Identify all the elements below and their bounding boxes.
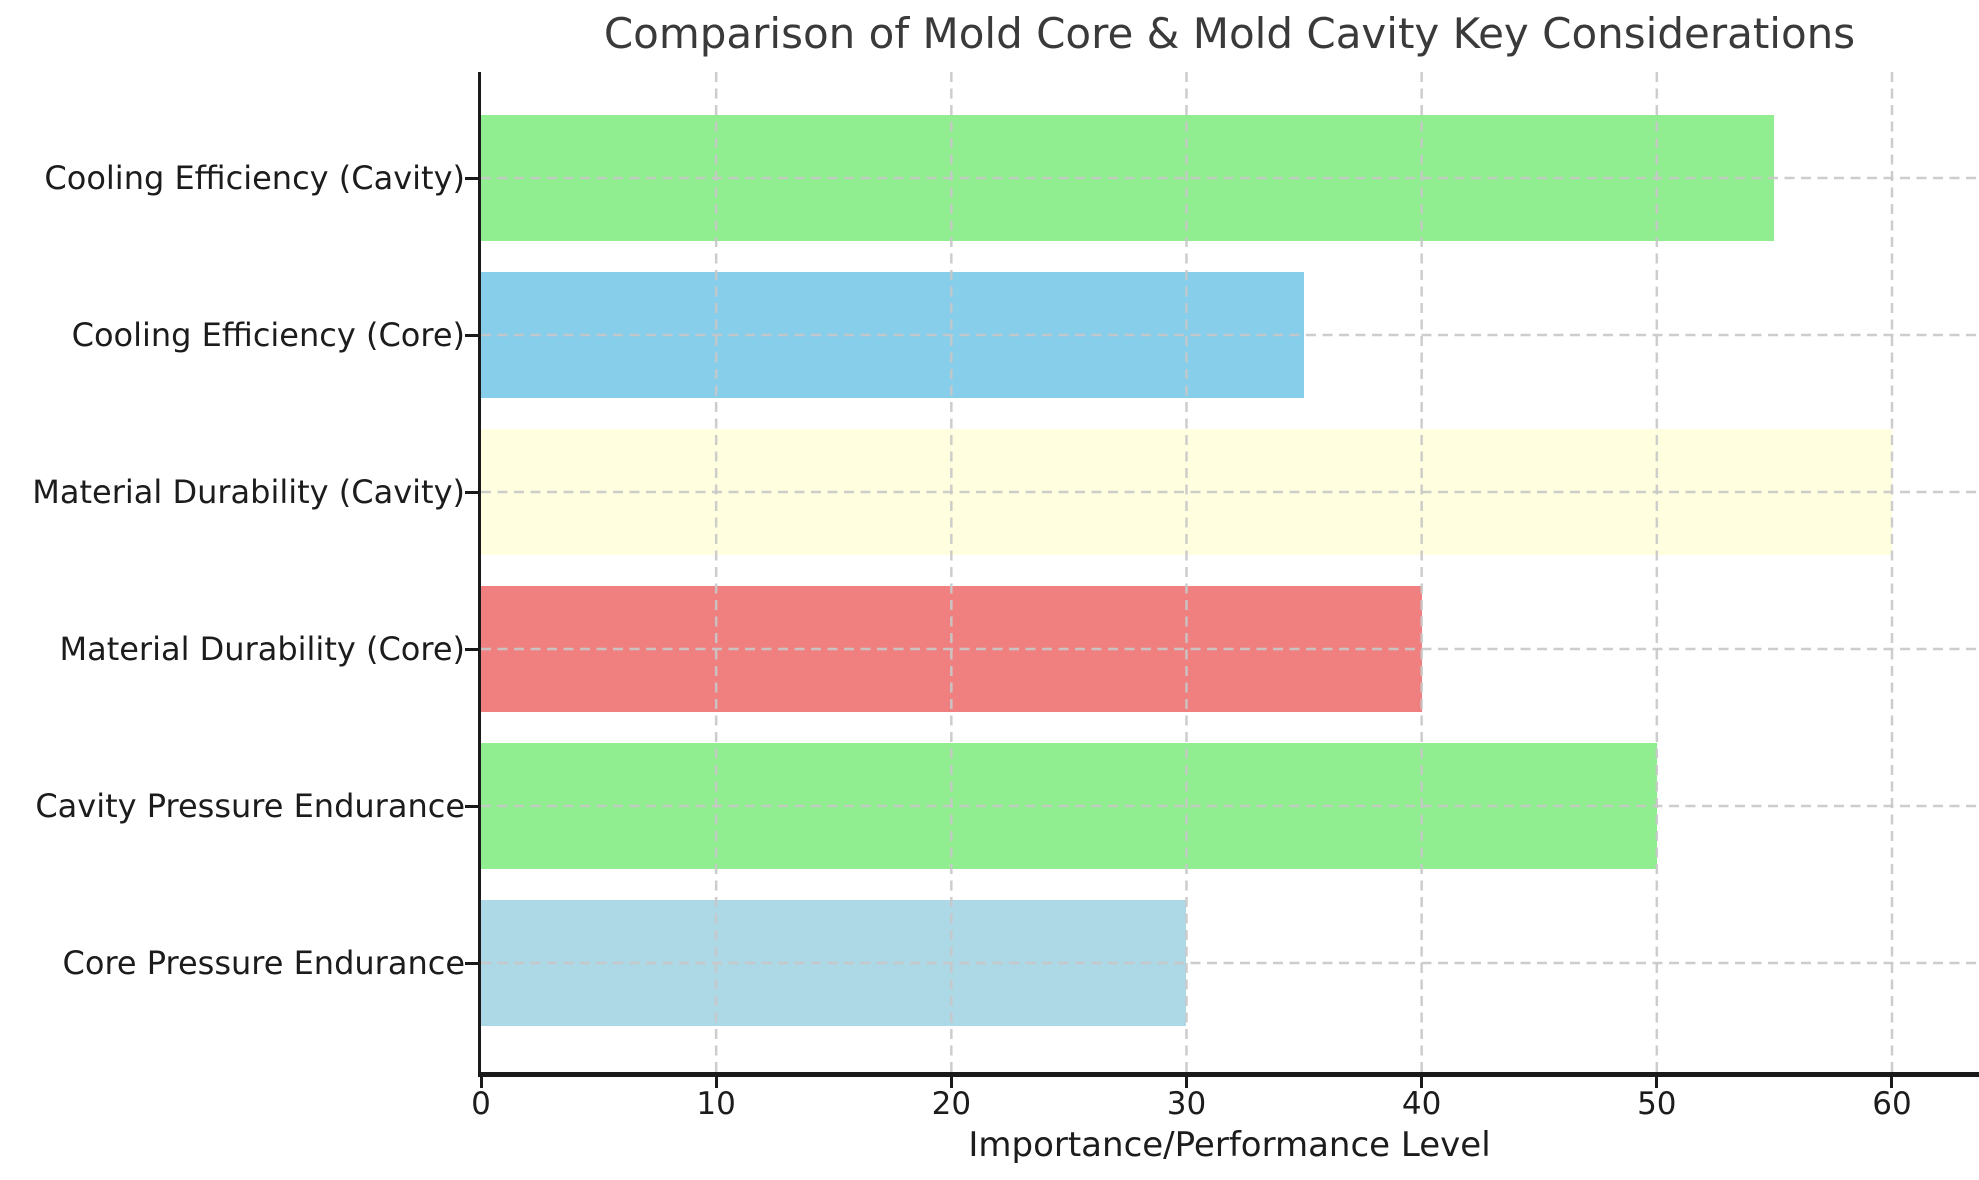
chart-title: Comparison of Mold Core & Mold Cavity Ke…	[603, 9, 1856, 58]
x-tick-label-40: 40	[1401, 1086, 1442, 1122]
y-category-label-2: Cooling Efficiency (Core)	[71, 316, 465, 354]
y-category-label-6: Core Pressure Endurance	[62, 944, 465, 982]
y-category-label-4: Material Durability (Core)	[59, 630, 465, 668]
y-tick-4	[465, 647, 478, 651]
y-tick-5	[465, 804, 478, 808]
x-tick-30	[1184, 1077, 1188, 1088]
x-tick-label-10: 10	[696, 1086, 736, 1122]
x-tick-0	[479, 1077, 483, 1088]
y-category-label-3: Material Durability (Cavity)	[32, 473, 465, 511]
bar-3	[481, 429, 1892, 555]
x-tick-label-30: 30	[1166, 1086, 1207, 1122]
bar-4	[481, 586, 1422, 712]
x-tick-40	[1420, 1077, 1424, 1088]
bar-5	[481, 743, 1657, 869]
y-category-label-1: Cooling Efficiency (Cavity)	[44, 159, 465, 197]
y-tick-6	[465, 961, 478, 965]
y-category-label-5: Cavity Pressure Endurance	[35, 787, 465, 825]
bar-2	[481, 272, 1304, 398]
x-tick-label-20: 20	[931, 1086, 972, 1122]
y-tick-3	[465, 490, 478, 494]
x-tick-60	[1890, 1077, 1894, 1088]
bar-6	[481, 900, 1186, 1026]
x-tick-20	[949, 1077, 953, 1088]
y-tick-2	[465, 333, 478, 337]
x-tick-label-0: 0	[471, 1086, 491, 1122]
x-tick-50	[1655, 1077, 1659, 1088]
x-tick-label-50: 50	[1637, 1086, 1677, 1122]
x-tick-label-60: 60	[1872, 1086, 1912, 1122]
x-axis-label: Importance/Performance Level	[968, 1125, 1491, 1165]
bar-1	[481, 115, 1774, 241]
plot-area	[478, 72, 1979, 1077]
y-tick-1	[465, 176, 478, 180]
x-tick-10	[714, 1077, 718, 1088]
